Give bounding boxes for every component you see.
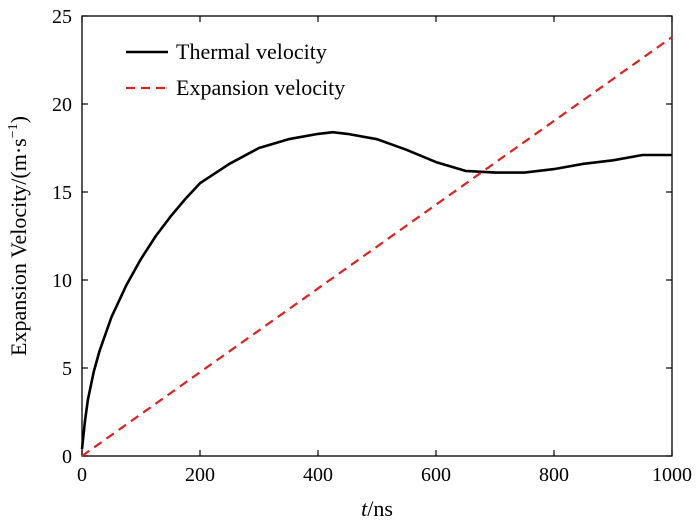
y-axis-label-close: ) <box>6 116 31 123</box>
ticks: 0 200 400 600 800 1000 0 5 10 15 20 25 <box>52 6 692 486</box>
x-axis-label-var: t <box>361 496 368 521</box>
x-tick-label: 400 <box>303 464 333 486</box>
series-line-expansion-velocity <box>81 36 673 457</box>
x-tick-label: 800 <box>539 464 569 486</box>
legend: Thermal velocity Expansion velocity <box>126 39 345 100</box>
y-tick-label: 20 <box>52 94 72 116</box>
y-tick-label: 15 <box>52 182 72 204</box>
y-tick-label: 25 <box>52 6 72 28</box>
y-axis-label-sup: −1 <box>6 123 21 138</box>
x-axis-label: t/ns <box>361 496 393 521</box>
x-tick-label: 1000 <box>652 464 692 486</box>
series-layer <box>80 36 673 457</box>
series-line-thermal-velocity <box>80 130 672 450</box>
x-tick-label: 600 <box>421 464 451 486</box>
legend-label: Expansion velocity <box>176 75 345 100</box>
y-axis-label-main: Expansion Velocity/(m·s <box>6 138 31 356</box>
x-axis-label-unit: /ns <box>367 496 393 521</box>
plot-frame <box>81 15 673 457</box>
x-tick-label: 200 <box>185 464 215 486</box>
y-tick-label: 5 <box>62 358 72 380</box>
y-tick-label: 0 <box>62 446 72 468</box>
y-axis-label: Expansion Velocity/(m·s−1) <box>6 116 31 356</box>
x-tick-label: 0 <box>77 464 87 486</box>
y-tick-label: 10 <box>52 270 72 292</box>
legend-label: Thermal velocity <box>176 39 327 64</box>
